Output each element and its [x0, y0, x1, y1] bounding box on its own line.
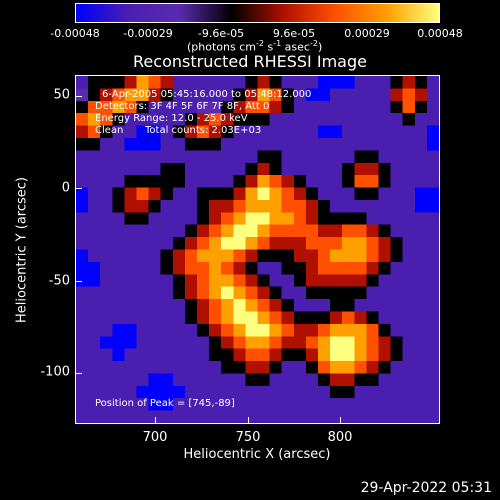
unit-exponent: -2 — [255, 39, 264, 48]
method-label: Clean — [95, 125, 124, 136]
x-tick-mark — [248, 417, 249, 423]
unit-text: s — [263, 40, 274, 54]
energy-range-label: Energy Range: 12.0 - 25.0 keV — [95, 113, 248, 124]
plot-area — [75, 75, 440, 424]
colorbar-tick-label: -9.6e-05 — [197, 27, 245, 40]
colorbar-gradient — [76, 4, 439, 22]
time-range-label: 6-Apr-2005 05:45:16.000 to 05:48:12.000 — [102, 89, 312, 100]
unit-exponent: -2 — [309, 39, 318, 48]
timestamp: 29-Apr-2022 05:31 — [360, 480, 492, 496]
x-tick-label: 800 — [327, 430, 353, 445]
unit-text: (photons cm — [187, 40, 256, 54]
unit-text: ) — [317, 40, 323, 54]
x-axis-label: Heliocentric X (arcsec) — [183, 447, 331, 462]
y-tick-mark — [76, 281, 82, 282]
y-tick-mark — [76, 188, 82, 189]
colorbar-tick-label: 9.6e-05 — [272, 27, 316, 40]
peak-position-label: Position of Peak = [745,-89] — [95, 398, 235, 409]
heatmap-image — [76, 76, 439, 423]
y-tick-label: -50 — [48, 273, 70, 289]
unit-exponent: -1 — [273, 39, 282, 48]
colorbar-tick-label: -0.00029 — [123, 27, 173, 40]
y-tick-label: 0 — [61, 180, 70, 196]
colorbar — [75, 3, 440, 23]
colorbar-tick-label: 0.00048 — [417, 27, 463, 40]
colorbar-tick-label: 0.00029 — [344, 27, 390, 40]
x-tick-label: 700 — [142, 430, 168, 445]
unit-text: asec — [281, 40, 310, 54]
x-tick-mark — [340, 417, 341, 423]
x-tick-mark — [155, 417, 156, 423]
y-axis-label: Heliocentric Y (arcsec) — [14, 177, 30, 323]
x-tick-label: 750 — [235, 430, 261, 445]
y-tick-label: -100 — [40, 364, 70, 380]
total-counts-label: Total counts: 2.03E+03 — [145, 125, 262, 136]
colorbar-unit-label: (photons cm-2 s-1 asec-2) — [187, 39, 322, 54]
y-tick-mark — [76, 96, 82, 97]
detectors-label: Detectors: 3F 4F 5F 6F 7F 8F, Att 0 — [95, 101, 270, 112]
y-tick-mark — [76, 373, 82, 374]
chart-title: Reconstructed RHESSI Image — [133, 52, 367, 71]
colorbar-tick-label: -0.00048 — [50, 27, 100, 40]
y-tick-label: 50 — [53, 87, 70, 103]
